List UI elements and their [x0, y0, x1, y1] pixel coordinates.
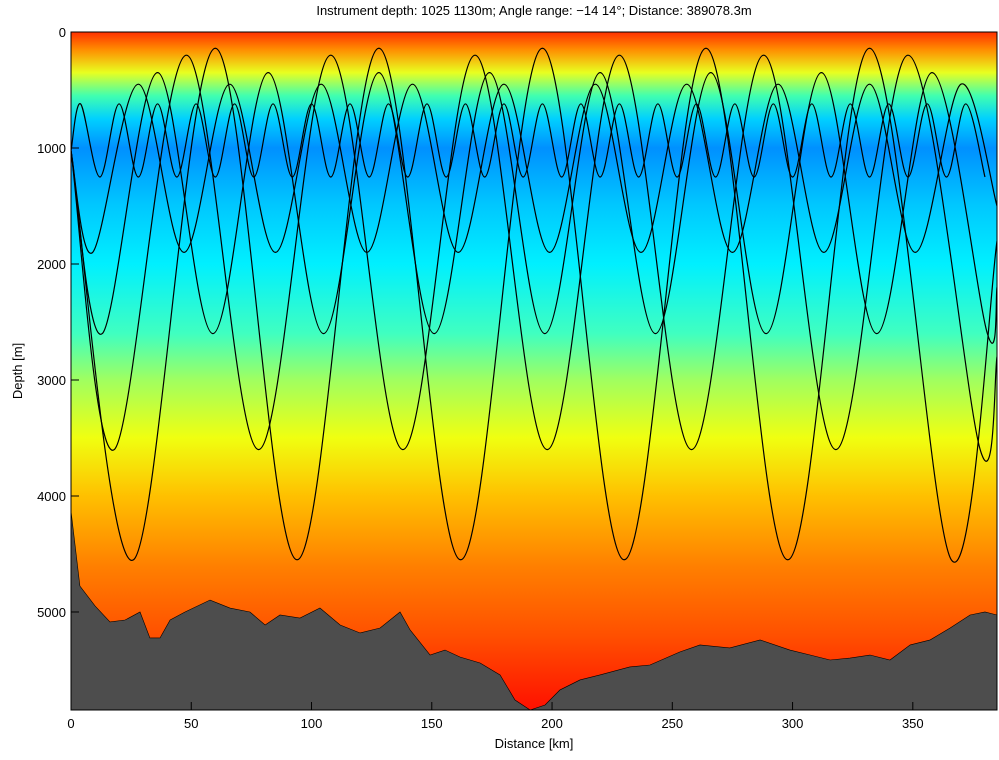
x-tick-label: 50: [184, 716, 198, 731]
ray: [71, 71, 997, 344]
x-tick-label: 300: [782, 716, 804, 731]
seabed: [71, 510, 997, 710]
x-tick-label: 350: [902, 716, 924, 731]
x-tick-label: 250: [661, 716, 683, 731]
y-tick-label: 3000: [37, 373, 66, 388]
y-tick-label: 2000: [37, 257, 66, 272]
axes-box: [70, 31, 998, 711]
x-tick-label: 200: [541, 716, 563, 731]
y-axis-label: Depth [m]: [10, 343, 25, 399]
x-tick-label: 150: [421, 716, 443, 731]
background-field: [71, 32, 997, 710]
chart-title: Instrument depth: 1025 1130m; Angle rang…: [316, 3, 751, 18]
ray: [71, 47, 997, 563]
ray: [71, 83, 997, 254]
ray: [71, 54, 997, 462]
y-tick-label: 0: [59, 25, 66, 40]
ray: [71, 103, 986, 178]
x-tick-label: 100: [301, 716, 323, 731]
y-tick-label: 4000: [37, 489, 66, 504]
x-axis-label: Distance [km]: [495, 736, 574, 751]
y-tick-label: 1000: [37, 141, 66, 156]
y-tick-label: 5000: [37, 605, 66, 620]
x-tick-label: 0: [67, 716, 74, 731]
plot-area: [71, 47, 997, 710]
